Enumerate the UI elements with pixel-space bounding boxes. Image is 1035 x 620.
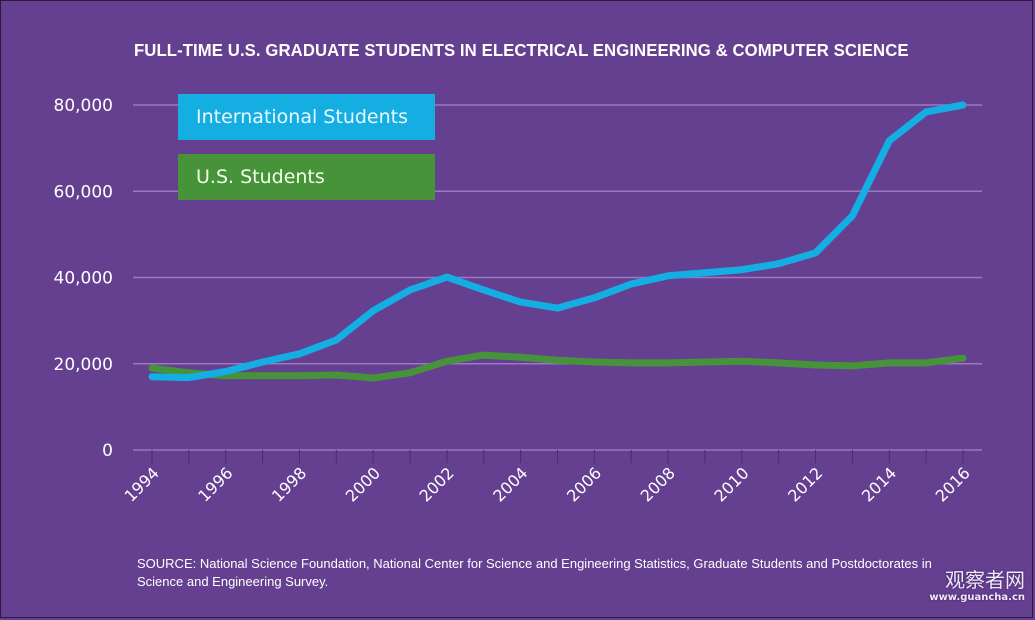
x-tick-label: 2016 bbox=[932, 463, 974, 505]
legend-label-international: International Students bbox=[196, 106, 408, 128]
x-tick-label: 2014 bbox=[858, 463, 900, 505]
series-line-international-students bbox=[148, 101, 967, 382]
x-tick-label: 2004 bbox=[489, 463, 531, 505]
x-tick-label: 2002 bbox=[416, 463, 458, 505]
x-axis-tick-labels: 1994 1996 1998 2000 2002 2004 2006 2008 2010 2012… bbox=[121, 463, 974, 505]
y-tick-label: 60,000 bbox=[54, 182, 113, 202]
chart-title: FULL-TIME U.S. GRADUATE STUDENTS IN ELEC… bbox=[134, 40, 909, 60]
legend-label-us: U.S. Students bbox=[196, 166, 325, 188]
y-tick-label: 80,000 bbox=[54, 96, 113, 116]
y-axis-tick-labels: 0 20,000 40,000 60,000 80,000 bbox=[54, 96, 113, 461]
x-tick-label: 2010 bbox=[710, 463, 752, 505]
x-tick-label: 2006 bbox=[563, 463, 605, 505]
series-line-us-students bbox=[148, 351, 967, 382]
x-tick-label: 1998 bbox=[268, 463, 310, 505]
x-tick-label: 1996 bbox=[194, 463, 236, 505]
watermark: 观察者网 www.guancha.cn bbox=[929, 568, 1025, 604]
x-axis-ticks bbox=[151, 450, 964, 463]
watermark-logo-text: 观察者网 bbox=[945, 568, 1025, 592]
series-lines bbox=[148, 101, 967, 382]
x-tick-label: 1994 bbox=[121, 463, 163, 505]
legend-us-students: U.S. Students bbox=[178, 154, 435, 200]
source-note: SOURCE: National Science Foundation, Nat… bbox=[137, 556, 932, 589]
y-tick-label: 0 bbox=[102, 441, 113, 461]
y-tick-label: 40,000 bbox=[54, 269, 113, 289]
x-tick-label: 2008 bbox=[637, 463, 679, 505]
y-tick-label: 20,000 bbox=[54, 355, 113, 375]
legend-international-students: International Students bbox=[178, 94, 435, 140]
watermark-url: www.guancha.cn bbox=[929, 592, 1025, 603]
x-tick-label: 2012 bbox=[784, 463, 826, 505]
x-tick-label: 2000 bbox=[342, 463, 384, 505]
